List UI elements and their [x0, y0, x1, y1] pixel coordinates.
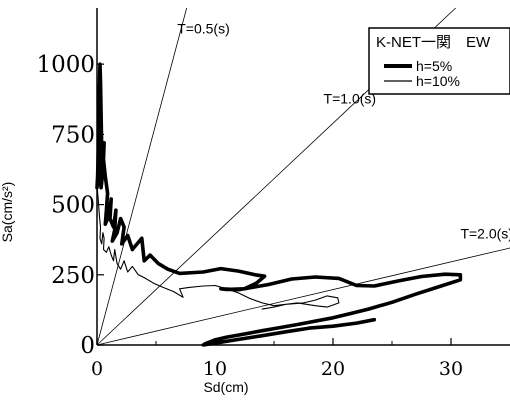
- legend: K-NET一関 EW h=5% h=10%: [368, 27, 510, 95]
- tick-labels: 0 250 500 750 1000 0 10 20 30: [36, 52, 463, 380]
- spectrum-curves: [95, 62, 463, 347]
- y-tick-label: 1000: [36, 52, 95, 78]
- x-tick-label: 0: [91, 358, 103, 380]
- y-tick-label: 250: [51, 263, 95, 289]
- x-tick-label: 20: [321, 358, 345, 380]
- period-annotations: T=0.5(s) T=1.0(s) T=2.0(s): [177, 20, 510, 241]
- legend-label-h10: h=10%: [416, 73, 460, 89]
- period-label-0: T=0.5(s): [177, 20, 230, 36]
- x-tick-label: 30: [439, 358, 463, 380]
- y-tick-label: 750: [51, 122, 95, 148]
- period-label-1: T=1.0(s): [324, 90, 377, 106]
- y-axis-label: Sa(cm/s²): [0, 182, 15, 243]
- period-line-2: [96, 247, 510, 346]
- y-tick-label: 500: [51, 193, 95, 219]
- series-curve-h10: [96, 184, 340, 310]
- period-line-0: [96, 7, 188, 346]
- x-axis-label: Sd(cm): [203, 379, 248, 395]
- series-curve-h5: [95, 62, 463, 347]
- legend-box: [368, 27, 510, 95]
- x-tick-label: 10: [203, 358, 227, 380]
- period-label-2: T=2.0(s): [460, 225, 510, 241]
- legend-title: K-NET一関 EW: [376, 34, 491, 51]
- y-tick-label: 0: [80, 333, 95, 359]
- legend-label-h5: h=5%: [416, 58, 452, 74]
- axes: [96, 8, 510, 346]
